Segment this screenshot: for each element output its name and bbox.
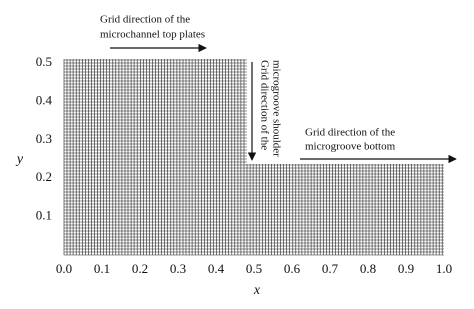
annotation: microgroove bottom: [305, 141, 396, 153]
annotation: Grid direction of the: [305, 127, 395, 139]
annotation: Grid direction of the: [100, 14, 190, 26]
annotation: microchannel top plates: [100, 29, 205, 41]
x-tick-label: 0.5: [246, 261, 262, 276]
y-tick-label: 0.5: [36, 54, 52, 69]
x-tick-label: 0.3: [170, 261, 186, 276]
y-tick-label: 0.1: [36, 208, 52, 223]
x-axis-title: x: [253, 283, 261, 298]
y-tick-label: 0.2: [36, 169, 52, 184]
x-tick-label: 0.4: [208, 261, 225, 276]
mesh: [63, 59, 444, 256]
y-tick-label: 0.3: [36, 131, 52, 146]
x-tick-label: 0.1: [94, 261, 110, 276]
x-tick-label: 1.0: [436, 261, 452, 276]
annotation: Grid direction of the: [258, 60, 270, 150]
x-tick-label: 0.6: [284, 261, 301, 276]
mesh-group: [63, 59, 444, 256]
y-tick-label: 0.4: [36, 92, 53, 107]
x-tick-label: 0.8: [360, 261, 376, 276]
x-tick-label: 0.7: [322, 261, 339, 276]
x-tick-label: 0.0: [56, 261, 72, 276]
y-axis-title: y: [15, 152, 24, 167]
x-tick-label: 0.9: [398, 261, 414, 276]
annotation: microgroove shoulder: [270, 60, 282, 157]
x-tick-label: 0.2: [132, 261, 148, 276]
